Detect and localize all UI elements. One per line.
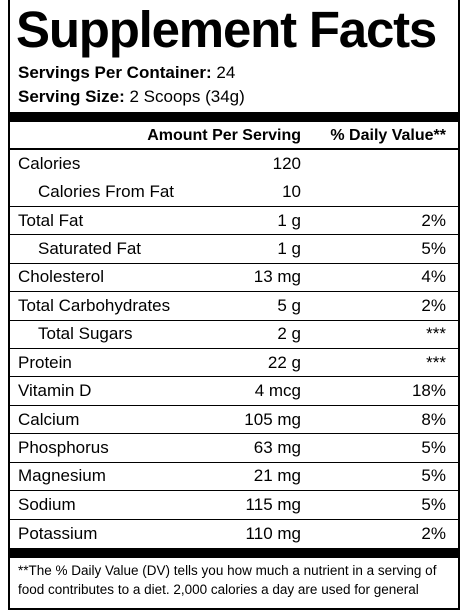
nutrient-amount: 21 mg xyxy=(253,466,301,486)
nutrient-name: Cholesterol xyxy=(18,267,104,287)
nutrient-row: Calories From Fat 10 xyxy=(10,178,458,207)
supplement-label: Supplement Facts Servings Per Container:… xyxy=(8,0,460,610)
nutrient-row: Cholesterol 13 mg 4% xyxy=(10,264,458,293)
nutrient-name: Phosphorus xyxy=(18,437,109,457)
size-label: Serving Size: xyxy=(18,87,125,106)
nutrient-dv: *** xyxy=(426,324,446,344)
nutrient-dv: 2% xyxy=(421,523,446,543)
nutrient-name: Protein xyxy=(18,352,72,372)
nutrient-dv: 18% xyxy=(411,381,446,401)
nutrient-name: Saturated Fat xyxy=(38,238,142,258)
nutrient-amount: 5 g xyxy=(277,295,301,315)
nutrient-name: Calcium xyxy=(18,409,80,429)
nutrient-row: Total Sugars 2 g *** xyxy=(10,321,458,349)
nutrient-row: Calcium 105 mg 8% xyxy=(10,406,458,435)
nutrient-name: Total Sugars xyxy=(38,324,133,344)
nutrient-dv: 5% xyxy=(421,238,446,258)
page: Supplement Facts Servings Per Container:… xyxy=(8,0,460,610)
nutrient-row: Potassium 110 mg 2% xyxy=(10,520,458,548)
nutrient-dv: 4% xyxy=(421,267,446,287)
nutrient-amount: 4 mcg xyxy=(254,381,301,401)
nutrient-dv: 5% xyxy=(421,466,446,486)
nutrient-name: Calories From Fat xyxy=(38,182,175,202)
nutrient-name: Calories xyxy=(18,154,81,174)
nutrient-dv: 5% xyxy=(421,494,446,514)
nutrient-dv: 5% xyxy=(421,437,446,457)
dv-header: % Daily Value** xyxy=(330,126,446,144)
size-line: Serving Size: 2 Scoops (34g) xyxy=(18,86,245,108)
nutrient-row: Total Carbohydrates 5 g 2% xyxy=(10,292,458,321)
nutrient-name: Vitamin D xyxy=(18,381,92,401)
size-value: 2 Scoops (34g) xyxy=(129,87,245,106)
thick-bar xyxy=(10,548,458,558)
nutrient-name: Sodium xyxy=(18,494,76,514)
title: Supplement Facts xyxy=(16,1,437,58)
footnote: **The % Daily Value (DV) tells you how m… xyxy=(18,563,437,597)
nutrient-amount: 10 xyxy=(282,182,301,202)
nutrient-row: Calories 120 xyxy=(10,150,458,178)
nutrient-amount: 110 mg xyxy=(245,523,301,543)
nutrient-name: Magnesium xyxy=(18,466,106,486)
nutrient-name: Potassium xyxy=(18,523,98,543)
nutrient-dv: 2% xyxy=(421,295,446,315)
amount-header: Amount Per Serving xyxy=(147,126,301,144)
nutrient-row: Phosphorus 63 mg 5% xyxy=(10,434,458,463)
nutrient-row: Total Fat 1 g 2% xyxy=(10,207,458,236)
header-row: Amount Per Serving % Daily Value** xyxy=(10,123,458,150)
nutrient-name: Total Carbohydrates xyxy=(18,295,171,315)
nutrient-row: Sodium 115 mg 5% xyxy=(10,491,458,520)
servings-line: Servings Per Container: 24 xyxy=(18,62,235,84)
nutrient-amount: 115 mg xyxy=(245,494,301,514)
nutrient-amount: 120 xyxy=(272,154,301,174)
nutrient-amount: 22 g xyxy=(267,352,301,372)
servings-label: Servings Per Container: xyxy=(18,63,212,82)
thick-bar xyxy=(10,112,458,122)
nutrient-row: Saturated Fat 1 g 5% xyxy=(10,235,458,264)
servings-value: 24 xyxy=(216,63,236,82)
nutrient-dv: 8% xyxy=(421,409,446,429)
nutrient-amount: 105 mg xyxy=(244,409,301,429)
nutrient-row: Vitamin D 4 mcg 18% xyxy=(10,377,458,406)
nutrient-amount: 63 mg xyxy=(253,437,301,457)
nutrient-row: Protein 22 g *** xyxy=(10,349,458,378)
nutrient-amount: 2 g xyxy=(277,324,301,344)
nutrient-amount: 13 mg xyxy=(253,267,301,287)
nutrient-amount: 1 g xyxy=(277,210,301,230)
nutrient-name: Total Fat xyxy=(18,210,84,230)
nutrient-amount: 1 g xyxy=(277,238,301,258)
nutrient-row: Magnesium 21 mg 5% xyxy=(10,463,458,492)
nutrient-dv: 2% xyxy=(421,210,446,230)
nutrient-dv: *** xyxy=(426,352,446,372)
